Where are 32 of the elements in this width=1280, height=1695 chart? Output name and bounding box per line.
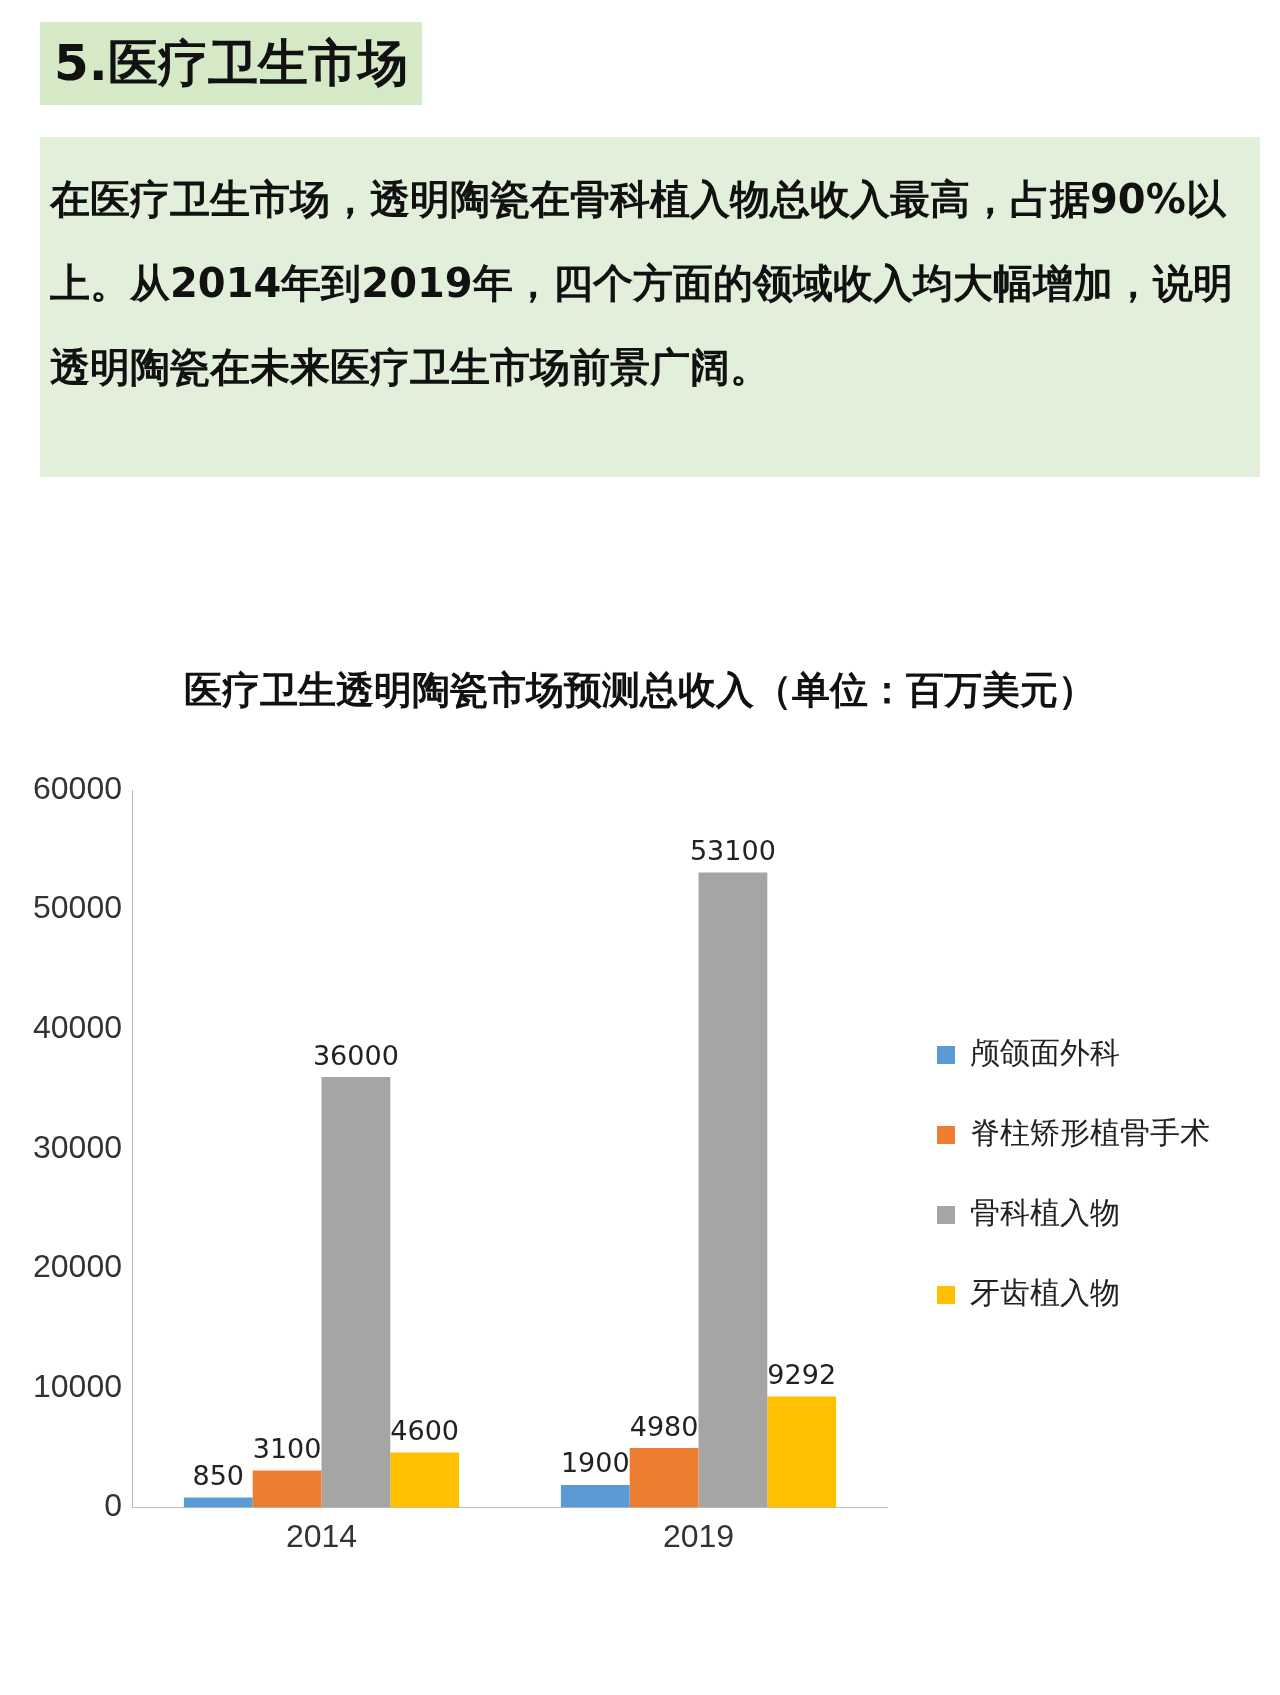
text: 5.医疗卫生市场 [40,22,422,105]
legend-label: 脊柱矫形植骨手术 [970,1116,1210,1150]
chart-title: 医疗卫生透明陶瓷市场预测总收入（单位：百万美元） [183,667,1097,714]
legend-label: 骨科植入物 [970,1196,1120,1230]
x-tick-label: 2014 [285,1517,358,1554]
bar [698,872,768,1508]
bar [252,1470,322,1508]
y-tick-label: 60000 [33,769,122,806]
text: 在医疗卫生市场，透明陶瓷在骨科植入物总收入最高，占据90%以上。从2014年到2019年，四个方面的领域收入均大幅增加，说明透明陶瓷在未来医疗卫生市场前景广阔。 [40,137,1260,477]
data-label: 53100 [689,835,776,867]
x-tick-label: 2019 [662,1517,735,1554]
y-tick-label: 20000 [33,1248,122,1285]
y-tick-label: 40000 [33,1009,122,1046]
bar [767,1396,837,1508]
y-tick-label: 30000 [33,1128,122,1165]
data-label: 3100 [252,1433,322,1465]
legend-label: 牙齿植入物 [970,1276,1120,1310]
y-tick-label: 0 [104,1487,122,1524]
data-label: 4600 [390,1415,460,1447]
data-label: 4980 [629,1410,699,1442]
bar [321,1077,391,1508]
data-label: 850 [192,1459,245,1491]
bar [183,1497,253,1508]
y-tick-label: 50000 [33,889,122,926]
legend-label: 颅颌面外科 [970,1036,1120,1070]
bar [629,1448,699,1508]
bar [560,1484,630,1508]
y-tick-label: 10000 [33,1367,122,1404]
data-label: 36000 [312,1039,399,1071]
data-label: 1900 [560,1447,630,1479]
data-label: 9292 [767,1358,837,1390]
bar [390,1452,460,1508]
